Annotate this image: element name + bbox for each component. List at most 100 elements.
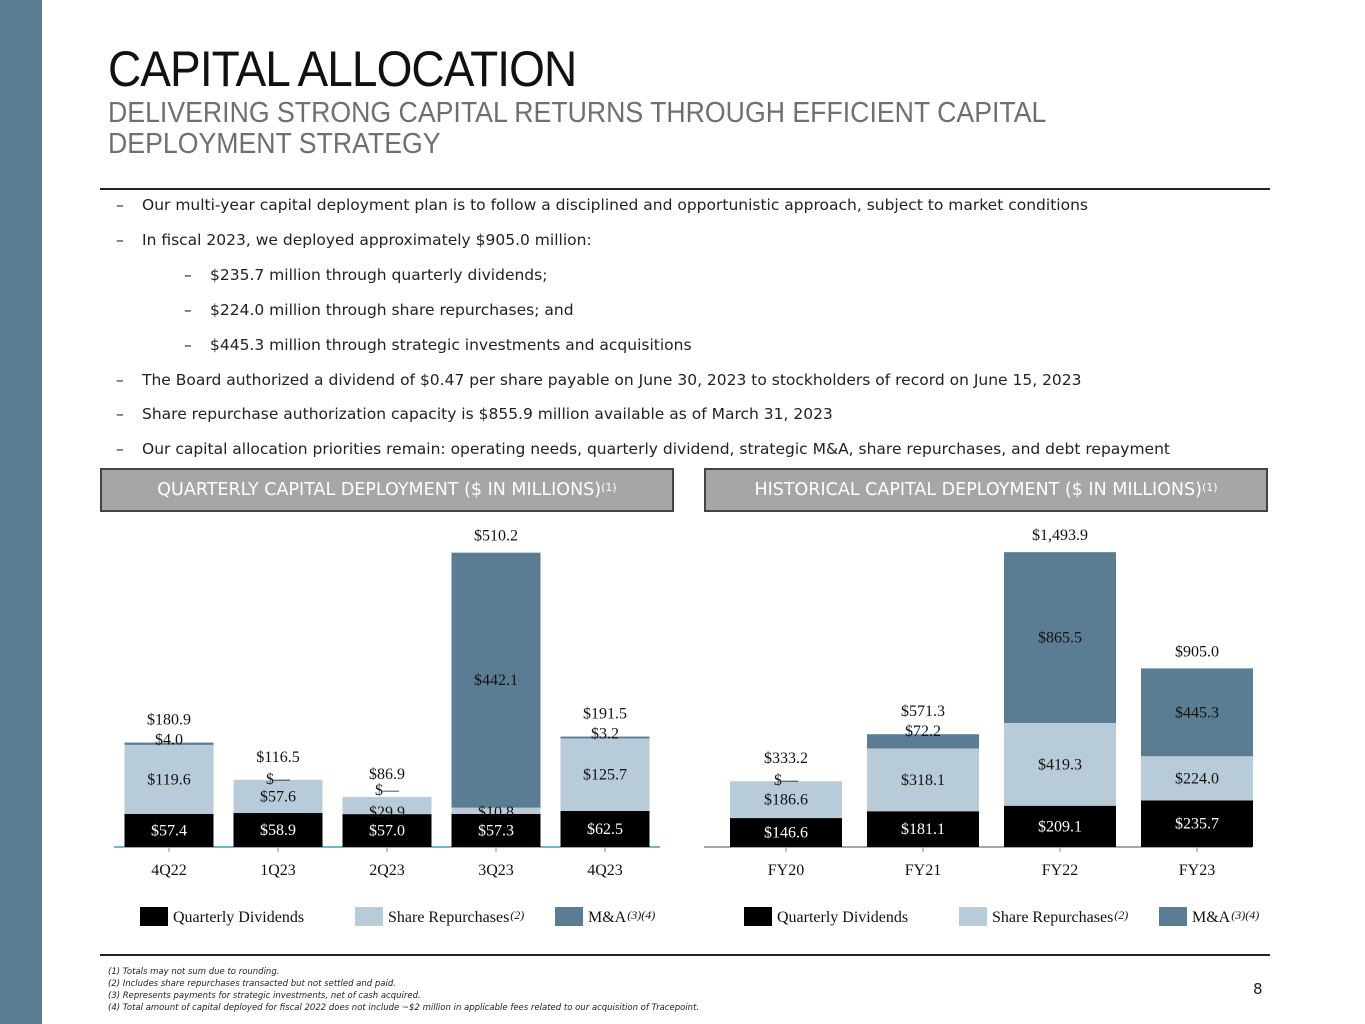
quarterly-chart: $57.4 $119.6 $4.0 $180.9 4Q22 $58.9 $57.6 $— $11… xyxy=(100,515,680,940)
data-label-repurchases: $186.6 xyxy=(764,792,808,809)
x-tick-label: 4Q23 xyxy=(587,862,623,879)
bar-segment-quarterly-dividends-fy22 xyxy=(1004,805,1116,847)
sub-bullet-item: – $235.7 million through quarterly divide… xyxy=(184,266,548,284)
bar-segment-m-a-fy23 xyxy=(1141,668,1253,757)
legend-swatch xyxy=(555,907,583,926)
bar-segment-share-repurchases-4q22 xyxy=(124,744,214,814)
x-tick-label: FY23 xyxy=(1179,862,1215,879)
bar-segment-m-a-4q22 xyxy=(124,742,214,745)
data-label-repurchases: $318.1 xyxy=(901,772,945,789)
bottom-divider xyxy=(100,954,1270,956)
legend-note: (2) xyxy=(510,908,524,922)
data-label-repurchases: $419.3 xyxy=(1038,756,1082,773)
data-label-repurchases: $119.6 xyxy=(147,771,190,788)
bar-segment-share-repurchases-fy21 xyxy=(867,748,979,812)
x-tick-label: 4Q22 xyxy=(151,862,187,879)
bullet-item: – Our capital allocation priorities remai… xyxy=(116,440,1170,458)
total-label: $571.3 xyxy=(901,703,945,720)
data-label-dividends: $57.3 xyxy=(478,822,514,839)
bar-segment-quarterly-dividends-fy20 xyxy=(730,818,842,847)
bar-segment-quarterly-dividends-fy23 xyxy=(1141,800,1253,847)
data-label-dividends: $58.9 xyxy=(260,822,296,839)
bar-segment-share-repurchases-2q23 xyxy=(342,796,432,815)
data-label-dividends: $209.1 xyxy=(1038,818,1082,835)
bar-segment-m-a-fy22 xyxy=(1004,552,1116,723)
x-tick-label: 3Q23 xyxy=(478,862,514,879)
x-tick-label: FY20 xyxy=(768,862,804,879)
bar-segment-share-repurchases-3q23 xyxy=(451,807,541,814)
bar-segment-share-repurchases-fy22 xyxy=(1004,722,1116,806)
legend-swatch xyxy=(355,907,383,926)
bar-segment-quarterly-dividends-fy21 xyxy=(867,811,979,847)
legend-label: M&A xyxy=(1192,909,1231,926)
legend-swatch xyxy=(744,907,772,926)
data-label-dividends: $57.0 xyxy=(369,823,405,840)
footnote-ref: (1) xyxy=(601,480,617,494)
data-label-ma: $— xyxy=(774,772,799,789)
x-tick-label: FY22 xyxy=(1042,862,1078,879)
data-label-ma: $72.2 xyxy=(905,723,941,740)
footnote: (3) Represents payments for strategic in… xyxy=(108,991,421,1001)
data-label-repurchases: $57.6 xyxy=(260,788,296,805)
legend-swatch xyxy=(140,907,168,926)
legend-swatch xyxy=(1159,907,1187,926)
legend-note: (3)(4) xyxy=(627,908,655,922)
bullet-item: – Our multi-year capital deployment plan … xyxy=(116,196,1088,214)
bullet-item: – In fiscal 2023, we deployed approximate… xyxy=(116,231,592,249)
bar-segment-share-repurchases-fy20 xyxy=(730,781,842,819)
total-label: $86.9 xyxy=(369,766,405,783)
bar-segment-quarterly-dividends-3q23 xyxy=(451,813,541,847)
footnote: (4) Total amount of capital deployed for… xyxy=(108,1003,700,1013)
quarterly-chart-svg: $57.4$119.6$4.0$180.94Q22$58.9$57.6$—$11… xyxy=(114,528,660,926)
footnote-ref: (1) xyxy=(1201,480,1218,494)
legend-label: Share Repurchases xyxy=(388,909,509,926)
x-tick-label: 1Q23 xyxy=(260,862,296,879)
data-label-repurchases: $125.7 xyxy=(583,767,627,784)
bar-segment-quarterly-dividends-2q23 xyxy=(342,814,432,847)
data-label-ma: $— xyxy=(266,771,291,788)
total-label: $333.2 xyxy=(764,750,808,767)
data-label-ma: $— xyxy=(375,782,400,799)
total-label: $510.2 xyxy=(474,528,518,545)
quarterly-panel-title: QUARTERLY CAPITAL DEPLOYMENT ($ IN MILLI… xyxy=(157,480,602,500)
bar-segment-share-repurchases-4q23 xyxy=(560,738,650,811)
data-label-repurchases: $224.0 xyxy=(1175,770,1219,787)
data-label-dividends: $146.6 xyxy=(764,825,808,842)
bar-segment-quarterly-dividends-4q23 xyxy=(560,810,650,847)
x-tick-label: FY21 xyxy=(905,862,941,879)
side-accent-band xyxy=(0,0,42,1024)
sub-bullet-item: – $445.3 million through strategic invest… xyxy=(184,336,692,354)
legend-note: (3)(4) xyxy=(1231,908,1259,922)
footnote: (2) Includes share repurchases transacte… xyxy=(108,979,396,989)
data-label-ma: $445.3 xyxy=(1175,704,1219,721)
total-label: $116.5 xyxy=(256,749,299,766)
footnote: (1) Totals may not sum due to rounding. xyxy=(108,967,280,977)
bar-segment-m-a-fy21 xyxy=(867,734,979,749)
total-label: $905.0 xyxy=(1175,643,1219,660)
footnotes: (1) Totals may not sum due to rounding. … xyxy=(108,966,699,1014)
page-subtitle: DELIVERING STRONG CAPITAL RETURNS THROUG… xyxy=(108,97,1046,160)
sub-bullet-item: – $224.0 million through share repurchase… xyxy=(184,301,574,319)
x-tick-label: 2Q23 xyxy=(369,862,405,879)
total-label: $1,493.9 xyxy=(1032,527,1088,544)
data-label-repurchases: $29.9 xyxy=(369,804,405,821)
data-label-dividends: $235.7 xyxy=(1175,816,1219,833)
legend-label: Quarterly Dividends xyxy=(173,909,304,926)
total-label: $180.9 xyxy=(147,712,191,729)
top-divider xyxy=(100,188,1270,190)
data-label-ma: $4.0 xyxy=(155,732,183,749)
data-label-ma: $442.1 xyxy=(474,672,518,689)
bar-segment-share-repurchases-1q23 xyxy=(233,779,323,814)
legend-note: (2) xyxy=(1114,908,1128,922)
bar-segment-share-repurchases-fy23 xyxy=(1141,756,1253,801)
page-title: CAPITAL ALLOCATION xyxy=(108,41,577,97)
data-label-dividends: $57.4 xyxy=(151,822,187,839)
bar-segment-m-a-4q23 xyxy=(560,736,650,739)
bar-segment-m-a-3q23 xyxy=(451,552,541,808)
historical-chart: $146.6 $186.6 $— $333.2 FY20 $181.1 $318.1 $72.… xyxy=(704,515,1268,940)
data-label-dividends: $62.5 xyxy=(587,821,623,838)
legend-swatch xyxy=(959,907,987,926)
quarterly-panel-header: QUARTERLY CAPITAL DEPLOYMENT ($ IN MILLI… xyxy=(100,468,674,512)
legend-label: M&A xyxy=(588,909,627,926)
data-label-dividends: $181.1 xyxy=(901,821,945,838)
